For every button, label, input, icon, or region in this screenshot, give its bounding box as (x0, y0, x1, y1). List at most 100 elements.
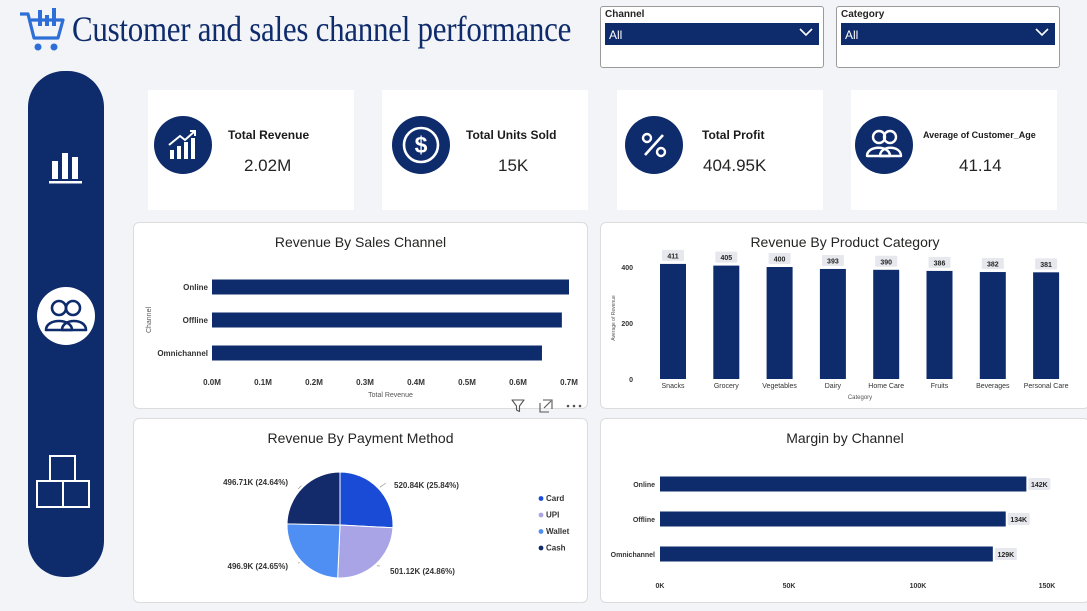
users-icon (44, 299, 88, 332)
category-dropdown-value: All (845, 28, 859, 42)
chart-revenue-by-payment-method[interactable]: Revenue By Payment Method 520.84K (25.84… (133, 418, 588, 603)
x-tick-label: 0.4M (407, 378, 425, 387)
data-label-box (662, 249, 684, 261)
pie-slice (286, 471, 341, 526)
data-label-box (821, 254, 844, 266)
leader-line (297, 485, 302, 490)
focus-mode-icon[interactable] (538, 398, 554, 414)
shopping-cart-icon (20, 8, 65, 51)
pie-slice (286, 523, 341, 579)
x-axis-title: Total Revenue (368, 392, 413, 399)
channel-dropdown[interactable]: All (605, 23, 819, 45)
y-tick-label: 200 (621, 321, 633, 328)
x-tick-label: 100K (910, 583, 927, 590)
category-slicer[interactable]: Category All (836, 6, 1060, 68)
y-tick-label: Offline (183, 316, 209, 325)
y-tick-label: Online (183, 283, 208, 292)
data-label-box (981, 258, 1004, 270)
y-tick-label: Omnichannel (611, 552, 655, 559)
trend-chart-icon (154, 116, 212, 174)
data-label-box (1035, 258, 1058, 270)
data-label: 411 (667, 253, 678, 260)
kpi-value: 404.95K (703, 156, 767, 175)
data-label: 520.84K (25.84%) (394, 481, 459, 490)
bar (212, 279, 569, 295)
y-axis-title: Channel (146, 307, 153, 334)
data-label: 382 (987, 262, 999, 269)
users-icon (855, 116, 913, 174)
chart-title: Revenue By Payment Method (267, 430, 454, 446)
bar (660, 263, 686, 379)
x-tick-label: Beverages (976, 383, 1010, 390)
data-label-box (1007, 513, 1030, 525)
data-label: 134K (1010, 517, 1027, 524)
x-tick-label: 0.1M (254, 378, 272, 387)
bar (766, 267, 793, 379)
y-tick-label: Omnichannel (157, 349, 208, 358)
navigation-sidebar (28, 71, 104, 577)
x-axis-title: Category (848, 395, 872, 401)
kpi-card-total-profit: Total Profit 404.95K (617, 90, 823, 210)
pie-slice (339, 471, 394, 529)
page-title: Customer and sales channel performance (72, 9, 572, 49)
dollar-icon: $ (392, 116, 450, 174)
bar (979, 272, 1006, 379)
kpi-value: 15K (498, 156, 529, 175)
legend-marker (538, 529, 544, 534)
bar (713, 265, 740, 379)
bar (212, 345, 542, 361)
customers-nav-button[interactable] (37, 287, 95, 345)
x-tick-label: Personal Care (1024, 383, 1069, 390)
chart-revenue-by-product-category[interactable]: Revenue By Product Category 0 200 400 Avera… (600, 222, 1087, 409)
kpi-value: 41.14 (959, 156, 1002, 175)
x-tick-label: 0K (656, 583, 665, 590)
legend-label: UPI (546, 511, 559, 520)
margin-by-channel-plot: Online 142K Offline 134K Omnichannel 129K 0K 50… (611, 476, 1055, 590)
chevron-down-icon[interactable] (1035, 27, 1049, 37)
x-tick-label: Grocery (714, 383, 739, 390)
kpi-value: 2.02M (244, 156, 292, 175)
channel-slicer-label: Channel (605, 9, 645, 20)
x-tick-label: Home Care (868, 383, 904, 390)
bar-chart-icon[interactable] (48, 147, 84, 185)
data-label-box (1028, 478, 1051, 490)
data-label: 496.9K (24.65%) (228, 562, 289, 571)
chart-revenue-by-sales-channel[interactable]: Revenue By Sales Channel Online Offline Om… (133, 222, 588, 409)
revenue-by-product-category-plot: 0 200 400 Average of Revenue 411 Snacks 405 Gro… (611, 249, 1069, 401)
data-label: 142K (1031, 482, 1048, 489)
kpi-label: Total Profit (702, 128, 765, 142)
bar (660, 511, 1006, 527)
x-tick-label: Dairy (825, 383, 842, 390)
category-dropdown[interactable]: All (841, 23, 1055, 45)
legend-label: Wallet (546, 527, 570, 536)
x-tick-label: 0.6M (509, 378, 527, 387)
chart-margin-by-channel[interactable]: Margin by Channel Online 142K Offline 134K O… (600, 418, 1087, 603)
x-tick-label: 0.0M (203, 378, 221, 387)
y-axis-title: Average of Revenue (611, 295, 617, 341)
data-label: 386 (934, 260, 946, 267)
chevron-down-icon[interactable] (799, 27, 813, 37)
x-tick-label: 0.5M (458, 378, 476, 387)
visual-header-toolbar (508, 397, 588, 415)
data-label-box (994, 548, 1017, 560)
pie-slice (337, 524, 394, 579)
leader-line (379, 482, 387, 488)
filter-icon[interactable] (510, 398, 526, 414)
legend-label: Cash (546, 544, 566, 553)
boxes-icon[interactable] (35, 454, 91, 510)
chart-title: Margin by Channel (786, 430, 904, 446)
bar (819, 268, 846, 379)
percent-icon (625, 116, 683, 174)
data-label: 400 (774, 257, 786, 264)
legend-marker (538, 512, 544, 518)
more-options-icon[interactable] (564, 398, 584, 414)
legend-marker (538, 496, 544, 501)
channel-slicer[interactable]: Channel All (600, 6, 824, 68)
x-tick-label: Vegetables (762, 383, 797, 390)
data-label-box (928, 256, 951, 268)
bar (873, 269, 900, 379)
data-label: 405 (720, 255, 732, 262)
svg-text:$: $ (415, 132, 428, 158)
data-label: 129K (997, 552, 1014, 559)
bar (660, 546, 993, 562)
